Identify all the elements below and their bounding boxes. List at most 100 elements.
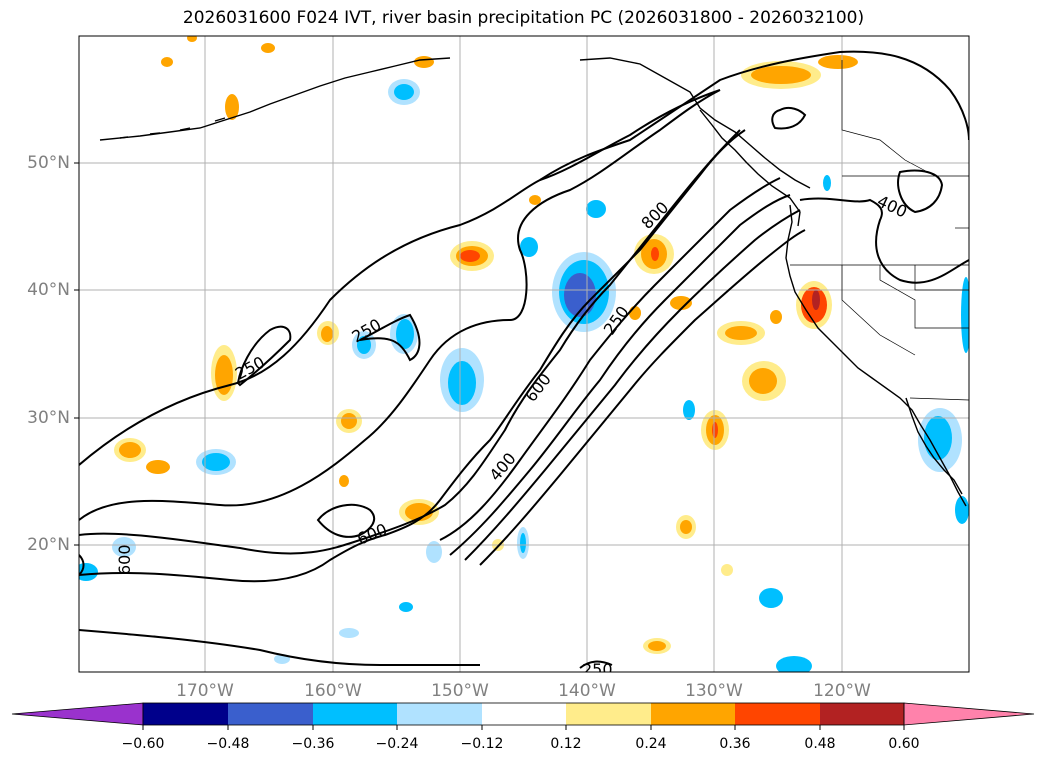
precip-pos-blob — [339, 475, 349, 487]
precip-pos-blob — [321, 326, 333, 342]
alaska-canada-border — [841, 60, 936, 177]
precip-pos-blob — [187, 36, 197, 42]
lat-label-50n: 50°N — [27, 153, 70, 173]
lat-label-30n: 30°N — [27, 408, 70, 428]
state-border — [841, 265, 916, 356]
precip-pos-blob — [721, 564, 733, 576]
precip-neg-blob — [961, 277, 969, 353]
precip-pos-blob — [712, 422, 718, 438]
ivt-contour-250-south — [79, 629, 480, 667]
colorbar-bin — [228, 703, 313, 725]
colorbar-extend-right — [903, 702, 1035, 726]
precip-neg-blob — [520, 533, 526, 553]
contour-label: 800 — [637, 198, 672, 233]
contour-label: 400 — [486, 449, 520, 485]
precip-pos-blob — [770, 310, 782, 324]
precip-neg-blob — [202, 453, 230, 471]
aleutian-islands — [119, 117, 226, 139]
precip-neg-blob — [396, 319, 414, 349]
colorbar-label: −0.24 — [375, 736, 419, 752]
ivt-contours — [79, 50, 969, 669]
contour-label: 600 — [521, 370, 555, 406]
precip-pos-blob — [725, 326, 757, 340]
colorbar-bin — [566, 703, 651, 725]
ivt-contour-600-east — [439, 177, 781, 541]
precip-pos-blob — [225, 94, 239, 120]
colorbar-label: 0.36 — [719, 736, 751, 752]
precip-pos-blob — [261, 43, 275, 53]
lon-label-170w: 170°W — [176, 681, 234, 701]
precip-pos-blob — [341, 413, 357, 429]
precip-neg-blob — [586, 200, 606, 218]
precip-pos-blob — [818, 55, 858, 69]
lat-label-40n: 40°N — [27, 280, 70, 300]
colorbar-bin — [735, 703, 820, 725]
colorbar-bin — [820, 703, 904, 725]
ivt-contour-600-corner — [79, 554, 85, 576]
ivt-contour-cape-loop — [316, 503, 376, 538]
precip-neg-blob — [394, 84, 414, 100]
baja-coast — [905, 397, 963, 495]
map-title: 2026031600 F024 IVT, river basin precipi… — [182, 8, 865, 28]
lon-label-120w: 120°W — [813, 681, 871, 701]
colorbar-label: 0.60 — [888, 736, 920, 752]
colorbar-label: 0.12 — [550, 736, 582, 752]
colorbar-frame — [142, 702, 905, 726]
axis-ticks — [74, 162, 79, 546]
mexico-border — [909, 397, 969, 401]
borders — [790, 60, 969, 401]
ivt-contour-250-inner — [479, 229, 806, 566]
precip-neg-blob — [759, 588, 783, 608]
precip-pos-blob — [812, 290, 820, 310]
ivt-contour-250-outer — [79, 50, 969, 466]
precip-pos-blob — [529, 195, 541, 205]
precip-pos-blob — [749, 368, 777, 394]
ivt-contour-250-small-loop — [236, 325, 292, 387]
colorbar-bin — [313, 703, 397, 725]
colorbar-label: −0.12 — [460, 736, 504, 752]
precip-neg-blob — [955, 496, 969, 524]
alaska-coast — [99, 57, 451, 141]
precip-neg-blob — [79, 563, 98, 581]
ivt-contour-400-loop — [897, 169, 944, 214]
contour-labels: 250 250 250 250 400 400 600 600 800 600 — [115, 191, 910, 679]
bc-coast — [699, 109, 801, 227]
precip-pos-blob — [146, 460, 170, 474]
lon-label-160w: 160°W — [304, 681, 362, 701]
state-border — [879, 265, 969, 329]
precip-pos-blob — [161, 57, 173, 67]
ivt-contour-250-inner-loop — [79, 89, 721, 521]
contour-label: 250 — [582, 660, 613, 679]
precip-pos-blob — [460, 250, 480, 262]
precip-neg-blob — [776, 656, 812, 672]
map-frame — [78, 35, 970, 673]
colorbar-ticks — [142, 725, 905, 730]
lon-label-140w: 140°W — [558, 681, 616, 701]
precip-pos-blob — [751, 66, 811, 84]
lat-label-20n: 20°N — [27, 535, 70, 555]
ivt-contour-400-coast — [799, 197, 969, 284]
state-border — [914, 265, 969, 291]
precip-neg-blob — [339, 628, 359, 638]
colorbar-bin — [397, 703, 482, 725]
precip-pos-blob — [648, 641, 666, 651]
ivt-contour-400-west — [79, 129, 741, 555]
ivt-contour-600-west — [79, 129, 746, 583]
precip-neg-blob — [823, 175, 831, 191]
precip-pos-blob — [119, 442, 141, 458]
precip-neg-blob — [683, 400, 695, 420]
contour-label: 600 — [115, 544, 134, 575]
precip-neg-blob — [426, 541, 442, 563]
coastlines — [99, 57, 967, 507]
gridlines — [79, 36, 969, 672]
precip-neg-blob — [924, 416, 952, 460]
precip-pos-blob — [680, 520, 692, 534]
colorbar-label: 0.48 — [804, 736, 836, 752]
precip-pos-blob — [405, 503, 433, 521]
contour-label: 400 — [874, 191, 910, 221]
colorbar-bin — [143, 703, 228, 725]
precip-shading — [79, 36, 969, 672]
map-plot-area: 250 250 250 250 400 400 600 600 800 600 — [79, 36, 969, 679]
precip-pos-blob — [670, 296, 692, 310]
